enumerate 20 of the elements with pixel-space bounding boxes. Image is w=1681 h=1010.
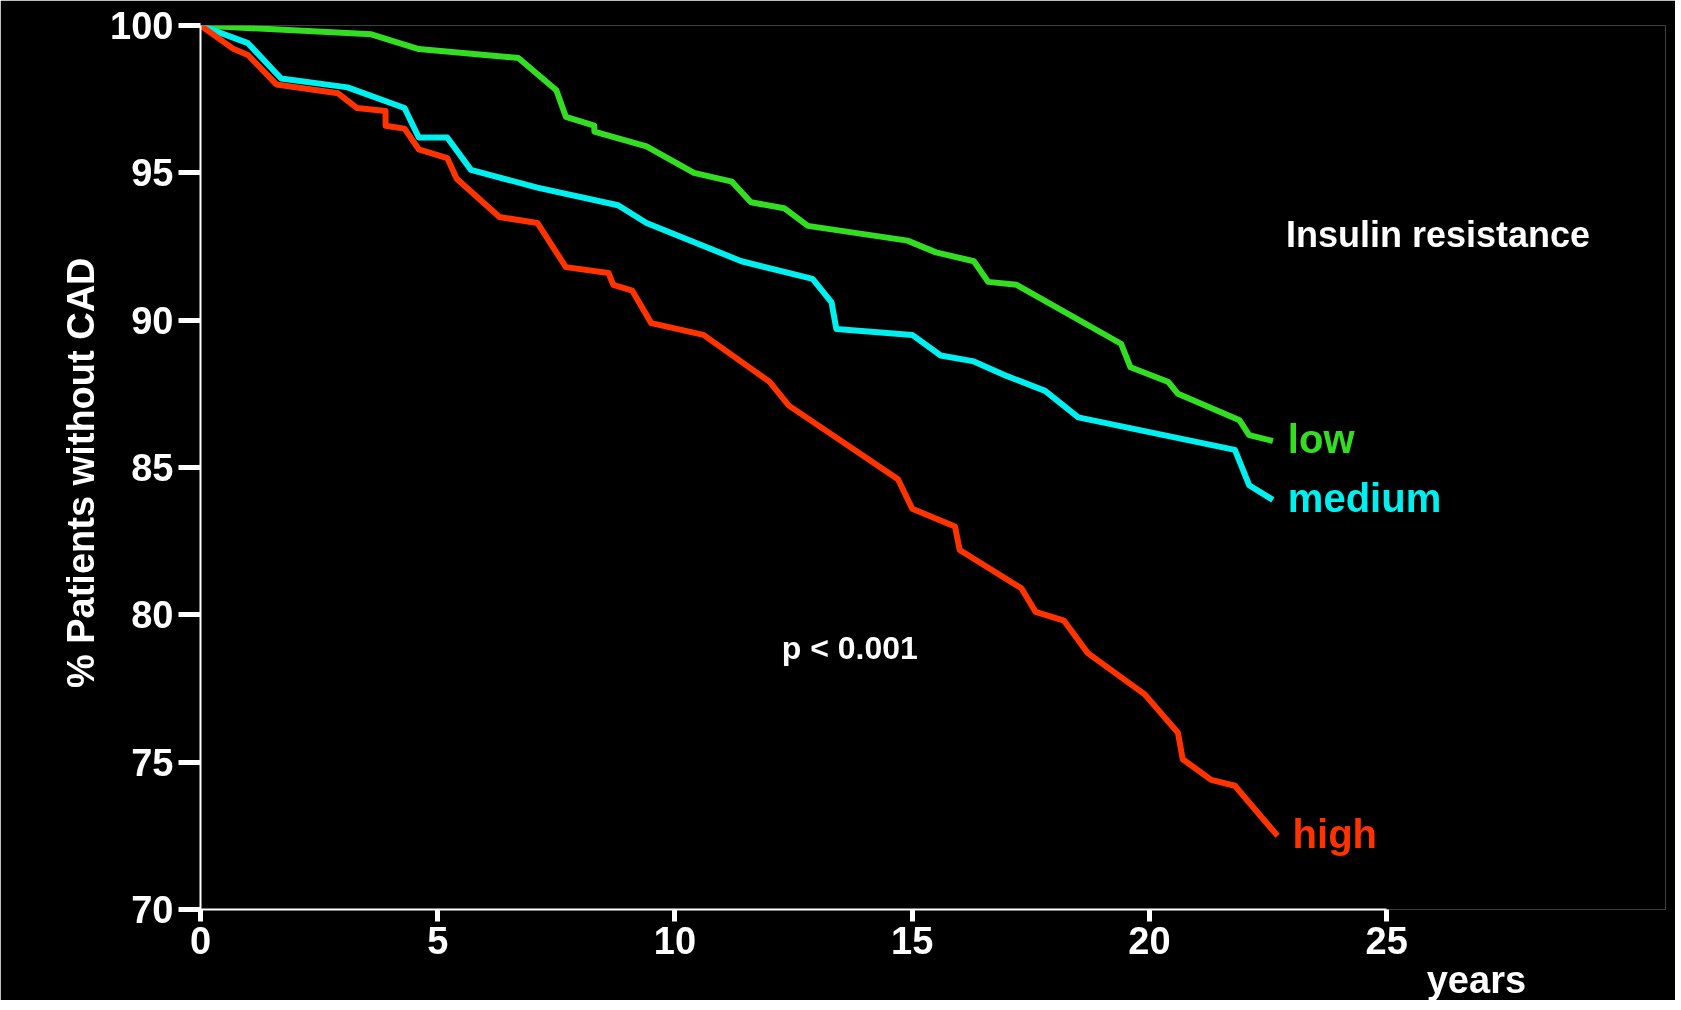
y-tick-label: 75 xyxy=(131,741,174,784)
y-tick-label: 95 xyxy=(131,152,174,195)
x-tick-label: 5 xyxy=(427,919,449,962)
series-label: high xyxy=(1292,811,1378,856)
annotation: Insulin resistance xyxy=(1285,214,1591,256)
y-axis-title: % Patients without CAD xyxy=(60,257,103,689)
x-tick-label: 10 xyxy=(653,919,697,962)
series-label: low xyxy=(1287,416,1356,461)
x-tick-label: 0 xyxy=(189,919,212,962)
y-tick-label: 70 xyxy=(131,889,174,931)
x-tick-label: 25 xyxy=(1365,919,1408,962)
y-tick-label: 100 xyxy=(110,5,174,47)
x-axis-title: years xyxy=(1426,958,1527,1001)
x-tick-label: 20 xyxy=(1128,919,1171,962)
annotation: p < 0.001 xyxy=(781,630,918,667)
y-tick-label: 85 xyxy=(131,447,174,489)
y-tick-label: 80 xyxy=(131,594,174,637)
x-tick-label: 15 xyxy=(891,919,934,962)
y-tick-label: 90 xyxy=(131,299,174,342)
series-label: medium xyxy=(1287,475,1442,520)
